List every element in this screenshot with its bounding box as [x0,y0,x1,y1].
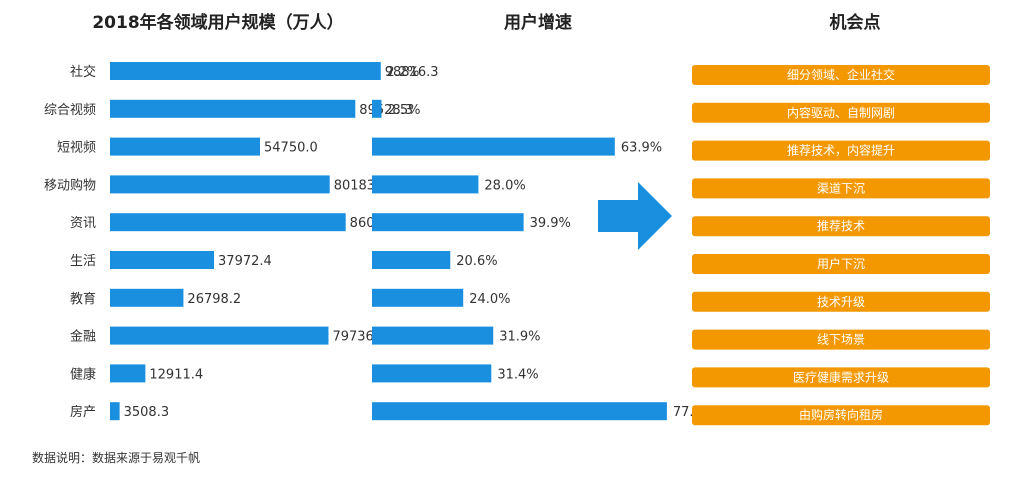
category-label: 移动购物 [44,177,96,193]
user-scale-value-label: 3508.3 [124,405,169,420]
opportunity-label: 内容驱动、自制网剧 [787,105,895,120]
user-growth-bar [372,402,667,421]
user-growth-value-label: 24.0% [469,292,510,307]
user-scale-value-label: 12911.4 [149,367,203,382]
opportunity-box [692,140,990,161]
user-growth-value-label: 2.5% [388,103,421,118]
user-growth-value-label: 31.4% [497,367,538,382]
user-growth-bars: 2.2% 2.5% 63.9% 28.0% 39.9% 20.6% 24.0% 31.9% 31… [372,62,714,421]
category-label: 健康 [70,366,96,382]
opportunity-list: 细分领域、企业社交内容驱动、自制网剧推荐技术，内容提升渠道下沉推荐技术用户下沉技… [692,65,990,426]
opportunity-label: 医疗健康需求升级 [793,369,889,384]
user-growth-value-label: 31.9% [499,330,540,345]
user-growth-bar [372,251,451,269]
user-scale-bar [110,137,261,156]
opportunity-title: 机会点 [830,12,881,33]
user-scale-bar [110,99,356,118]
user-scale-bar [110,175,330,194]
opportunity-label: 推荐技术 [817,219,865,233]
user-growth-value-label: 20.6% [456,254,497,269]
user-growth-bar [372,62,381,80]
category-label: 社交 [70,64,96,80]
user-growth-value-label: 2.2% [386,65,419,80]
category-label: 生活 [70,254,96,269]
user-scale-value-label: 26798.2 [187,292,241,307]
user-scale-bar [110,402,120,421]
user-growth-bar [372,326,494,345]
user-growth-bar [372,99,382,118]
opportunity-box [692,367,990,388]
user-growth-value-label: 63.9% [621,141,662,156]
user-growth-bar [372,364,492,383]
opportunity-box [692,329,990,350]
opportunity-label: 线下场景 [817,333,865,347]
opportunity-label: 技术升级 [817,295,865,309]
opportunity-box [692,102,990,123]
opportunity-box [692,178,990,199]
source-note: 数据说明：数据来源于易观千帆 [32,450,200,465]
right-arrow-icon [598,182,672,250]
category-label: 资讯 [70,216,96,231]
opportunity-box [692,405,990,426]
opportunity-label: 渠道下沉 [817,181,865,195]
opportunity-box [692,216,990,237]
user-scale-bar [110,62,381,80]
opportunity-box [692,254,990,274]
user-growth-bar [372,288,464,307]
user-scale-value-label: 98816.3 [385,65,439,80]
category-label: 金融 [70,329,96,345]
user-scale-value-label: 54750.0 [264,141,318,156]
user-scale-bar [110,213,346,232]
opportunity-box [692,65,990,85]
opportunity-box [692,291,990,312]
user-growth-bar [372,175,479,194]
user-scale-bar [110,364,146,383]
user-scale-bar [110,326,329,345]
opportunity-label: 推荐技术，内容提升 [787,143,895,158]
opportunity-label: 用户下沉 [817,256,865,271]
user-scale-value-label: 37972.4 [218,254,272,269]
category-label: 房产 [70,404,96,420]
opportunity-label: 由购房转向租房 [799,407,883,422]
user-scale-title: 2018年各领域用户规模（万人） [92,12,343,33]
user-growth-bar [372,213,524,232]
user-growth-value-label: 28.0% [484,178,525,193]
user-growth-value-label: 39.9% [530,216,571,231]
user-growth-title: 用户增速 [504,12,572,33]
category-label: 综合视频 [44,103,96,118]
user-growth-bar [372,137,615,156]
opportunity-label: 细分领域、企业社交 [787,67,895,82]
category-label: 短视频 [57,141,96,156]
category-label: 教育 [70,291,96,307]
user-scale-bar [110,288,184,307]
user-scale-bar [110,251,215,269]
